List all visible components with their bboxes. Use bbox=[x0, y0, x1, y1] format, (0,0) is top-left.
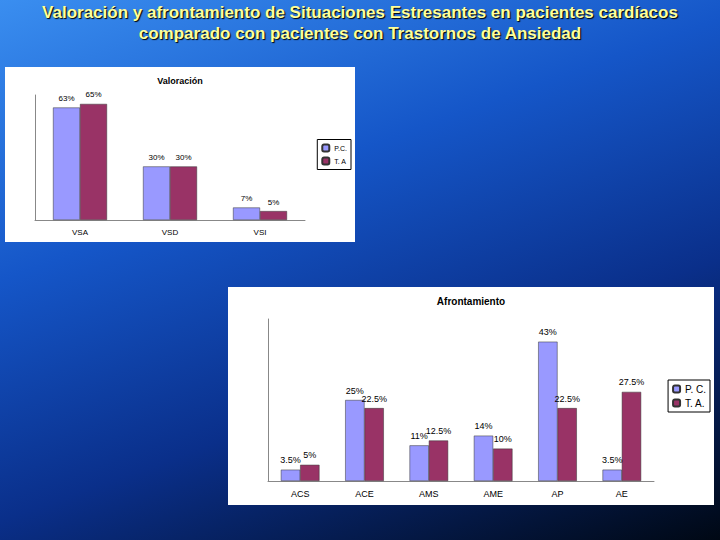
svg-text:5%: 5% bbox=[303, 450, 316, 460]
svg-text:Valoración: Valoración bbox=[157, 76, 203, 86]
svg-text:AMS: AMS bbox=[419, 489, 439, 499]
svg-text:3.5%: 3.5% bbox=[280, 455, 301, 465]
svg-text:Afrontamiento: Afrontamiento bbox=[437, 296, 505, 307]
svg-text:43%: 43% bbox=[539, 327, 557, 337]
svg-text:30%: 30% bbox=[148, 153, 164, 162]
svg-text:27.5%: 27.5% bbox=[619, 377, 645, 387]
svg-text:14%: 14% bbox=[475, 421, 493, 431]
svg-text:VSD: VSD bbox=[162, 228, 179, 237]
svg-text:63%: 63% bbox=[58, 94, 74, 103]
svg-text:AME: AME bbox=[483, 489, 503, 499]
svg-text:AP: AP bbox=[551, 489, 563, 499]
svg-text:3.5%: 3.5% bbox=[602, 455, 623, 465]
svg-text:5%: 5% bbox=[268, 198, 280, 207]
svg-text:ACS: ACS bbox=[291, 489, 310, 499]
svg-text:VSI: VSI bbox=[254, 228, 267, 237]
svg-text:P. C.: P. C. bbox=[685, 384, 706, 395]
svg-text:ACE: ACE bbox=[355, 489, 374, 499]
html-text:Valoración y afrontamiento de: Valoración y afrontamiento de Situacione… bbox=[42, 3, 678, 43]
svg-text:12.5%: 12.5% bbox=[426, 426, 452, 436]
svg-text:30%: 30% bbox=[175, 153, 191, 162]
svg-text:22.5%: 22.5% bbox=[554, 394, 580, 404]
svg-text:VSA: VSA bbox=[72, 228, 89, 237]
svg-text:AE: AE bbox=[616, 489, 628, 499]
svg-text:P.C.: P.C. bbox=[334, 145, 347, 152]
svg-text:22.5%: 22.5% bbox=[361, 394, 387, 404]
svg-text:65%: 65% bbox=[85, 90, 101, 99]
svg-text:7%: 7% bbox=[241, 194, 253, 203]
svg-text:10%: 10% bbox=[494, 434, 512, 444]
svg-text:11%: 11% bbox=[410, 430, 428, 441]
svg-text:T. A: T. A bbox=[334, 158, 346, 165]
svg-text:T. A.: T. A. bbox=[685, 398, 704, 409]
svg-text:25%: 25% bbox=[345, 385, 364, 396]
